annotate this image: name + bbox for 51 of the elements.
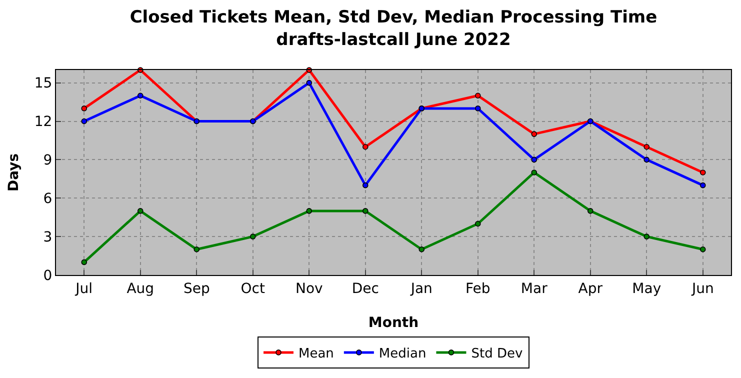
x-tick-label: Sep [183,280,210,297]
x-tick-label: Apr [578,280,603,297]
x-tick-label: Jul [74,280,93,297]
x-tick-label: Mar [520,280,548,297]
legend-label: Median [378,346,426,362]
point [700,170,706,176]
chart-title: Closed Tickets Mean, Std Dev, Median Processing Time [130,8,658,28]
x-tick-label: Nov [295,280,323,297]
x-tick-label: May [632,280,662,297]
x-tick-label: Jan [410,280,432,297]
x-tick-label: Jun [690,280,714,297]
point [531,131,538,137]
point [474,92,481,99]
y-tick-label: 3 [43,229,52,246]
point [81,118,88,124]
y-tick-label: 9 [43,152,52,169]
legend-label: Mean [298,346,334,362]
point [306,208,312,214]
point [81,106,88,112]
point [644,144,650,150]
point [362,144,368,150]
point [474,220,481,227]
point [250,234,256,240]
point [306,80,312,86]
y-axis-title: Days [6,153,22,192]
chart-subtitle: drafts-lastcall June 2022 [276,30,511,50]
y-tick-label: 12 [34,114,52,130]
legend-label: Std Dev [471,346,523,362]
point [81,259,88,266]
point [587,208,594,214]
point [700,182,706,188]
point [531,170,538,176]
point [644,156,650,163]
x-tick-label: Oct [240,280,266,297]
point [194,246,200,252]
point [531,156,538,163]
point [474,106,481,112]
point [362,208,368,214]
x-tick-label: Dec [352,280,379,297]
point [644,234,650,240]
x-axis-title: Month [368,315,419,331]
point [362,182,368,188]
point [418,246,425,252]
y-tick-label: 6 [43,191,52,208]
x-tick-label: Aug [126,280,154,297]
x-tick-label: Feb [465,280,490,297]
point [137,208,144,214]
y-tick-label: 15 [34,76,52,92]
point [700,246,706,252]
point [137,92,144,99]
y-tick-label: 0 [43,268,52,284]
